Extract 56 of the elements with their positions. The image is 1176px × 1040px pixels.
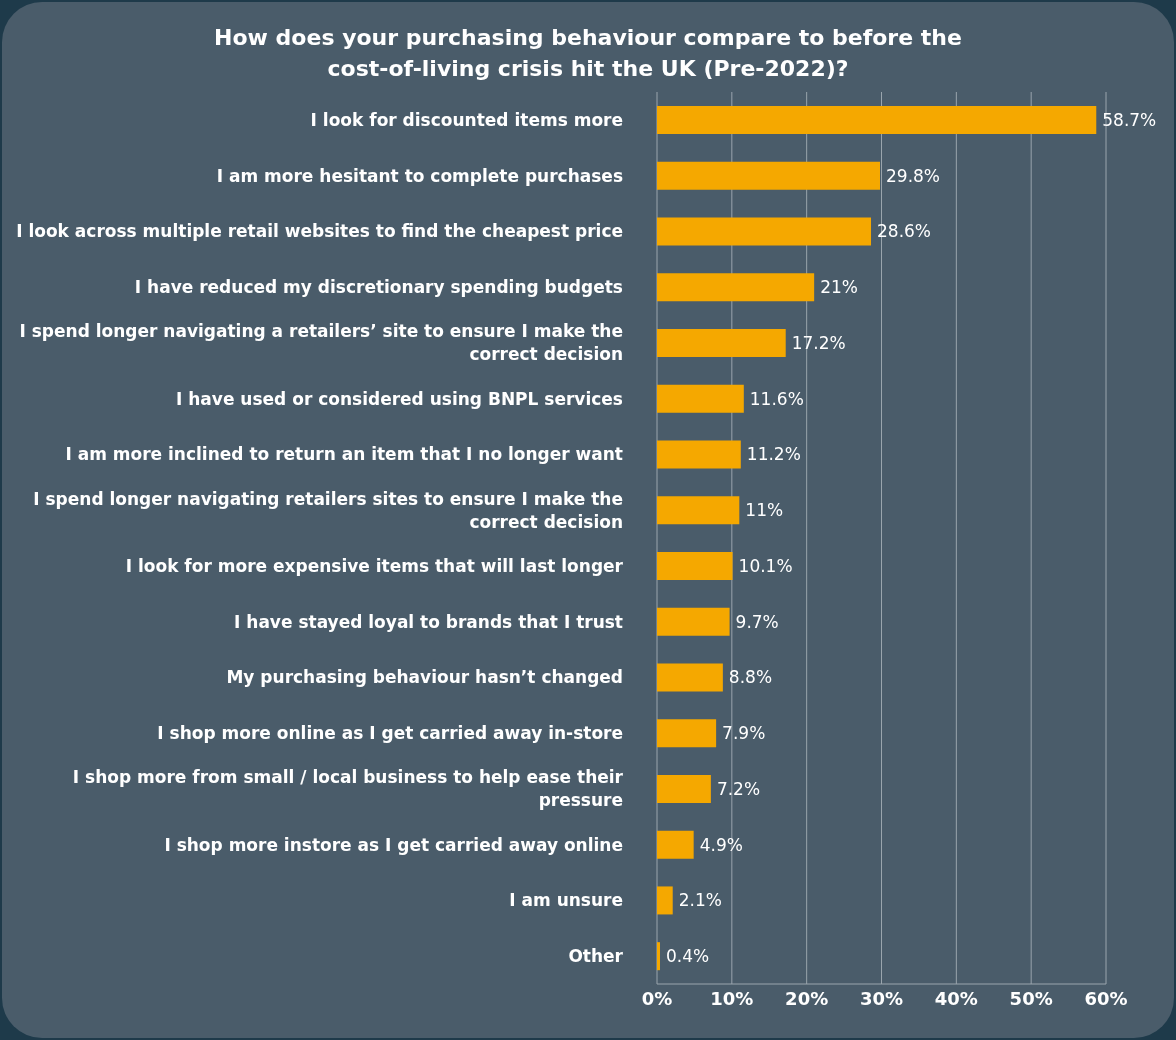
data-label: 2.1% [678, 890, 722, 911]
data-label: 17.2% [791, 332, 846, 353]
bar [657, 774, 711, 803]
data-label: 0.4% [665, 946, 710, 967]
bar [657, 217, 872, 246]
x-tick-label: 20% [785, 987, 829, 1009]
x-tick-label: 10% [710, 987, 754, 1009]
x-tick-label: 60% [1084, 987, 1128, 1009]
y-tick-label: I spend longer navigating retailers sites to ensure I make the correct decision [33, 488, 623, 532]
y-tick-label: I am more hesitant to complete purchases [216, 165, 623, 186]
bar [657, 830, 694, 859]
bar [657, 719, 717, 748]
chart-title: How does your purchasing behaviour compare to before the cost-of-living crisis hit the UK (Pre-2022)? [213, 24, 963, 83]
data-label: 29.8% [886, 165, 941, 186]
bar [657, 161, 880, 190]
x-tick-label: 0% [641, 987, 673, 1009]
y-tick-label: Other [568, 946, 624, 967]
x-tick-label: 50% [1009, 987, 1053, 1009]
bar [657, 551, 733, 580]
y-tick-label: I look for discounted items more [310, 109, 623, 130]
data-label: 11.6% [749, 388, 804, 409]
bar [657, 607, 730, 636]
y-tick-label: I am unsure [509, 890, 623, 911]
x-tick-label: 40% [934, 987, 978, 1009]
bar [657, 440, 741, 469]
y-tick-label: I look across multiple retail websites to find the cheapest price [16, 221, 623, 242]
data-label: 21% [820, 277, 858, 298]
y-tick-label: I am more inclined to return an item that I no longer want [65, 444, 623, 465]
data-label: 4.9% [699, 834, 743, 855]
data-label: 10.1% [738, 555, 793, 576]
data-label: 11.2% [746, 444, 801, 465]
data-label: 58.7% [1102, 109, 1157, 130]
bar [657, 105, 1097, 134]
data-label: 7.2% [716, 778, 761, 799]
bar [657, 384, 744, 413]
data-label: 11% [745, 500, 784, 521]
y-tick-label: I shop more instore as I get carried away online [164, 834, 623, 855]
bar [657, 273, 815, 302]
bar [657, 496, 740, 525]
data-label: 8.8% [728, 667, 773, 688]
bar [657, 663, 723, 692]
y-tick-label: I have used or considered using BNPL services [176, 388, 623, 409]
x-tick-label: 30% [859, 987, 904, 1009]
bar [657, 942, 660, 971]
data-label: 28.6% [877, 221, 932, 242]
y-tick-label: I shop more online as I get carried away in-store [157, 723, 623, 744]
bar [657, 886, 673, 915]
y-tick-label: I have reduced my discretionary spending budgets [134, 277, 623, 298]
y-tick-label: My purchasing behaviour hasn’t changed [226, 667, 623, 688]
y-tick-label: I spend longer navigating a retailers’ site to ensure I make the correct decision [19, 321, 623, 365]
y-tick-label: I look for more expensive items that will last longer [125, 555, 624, 576]
data-label: 9.7% [735, 611, 779, 632]
y-tick-label: I shop more from small / local business to help ease their pressure [72, 767, 624, 811]
y-tick-label: I have stayed loyal to brands that I trust [234, 611, 623, 632]
data-label: 7.9% [722, 723, 766, 744]
bar [657, 328, 786, 357]
